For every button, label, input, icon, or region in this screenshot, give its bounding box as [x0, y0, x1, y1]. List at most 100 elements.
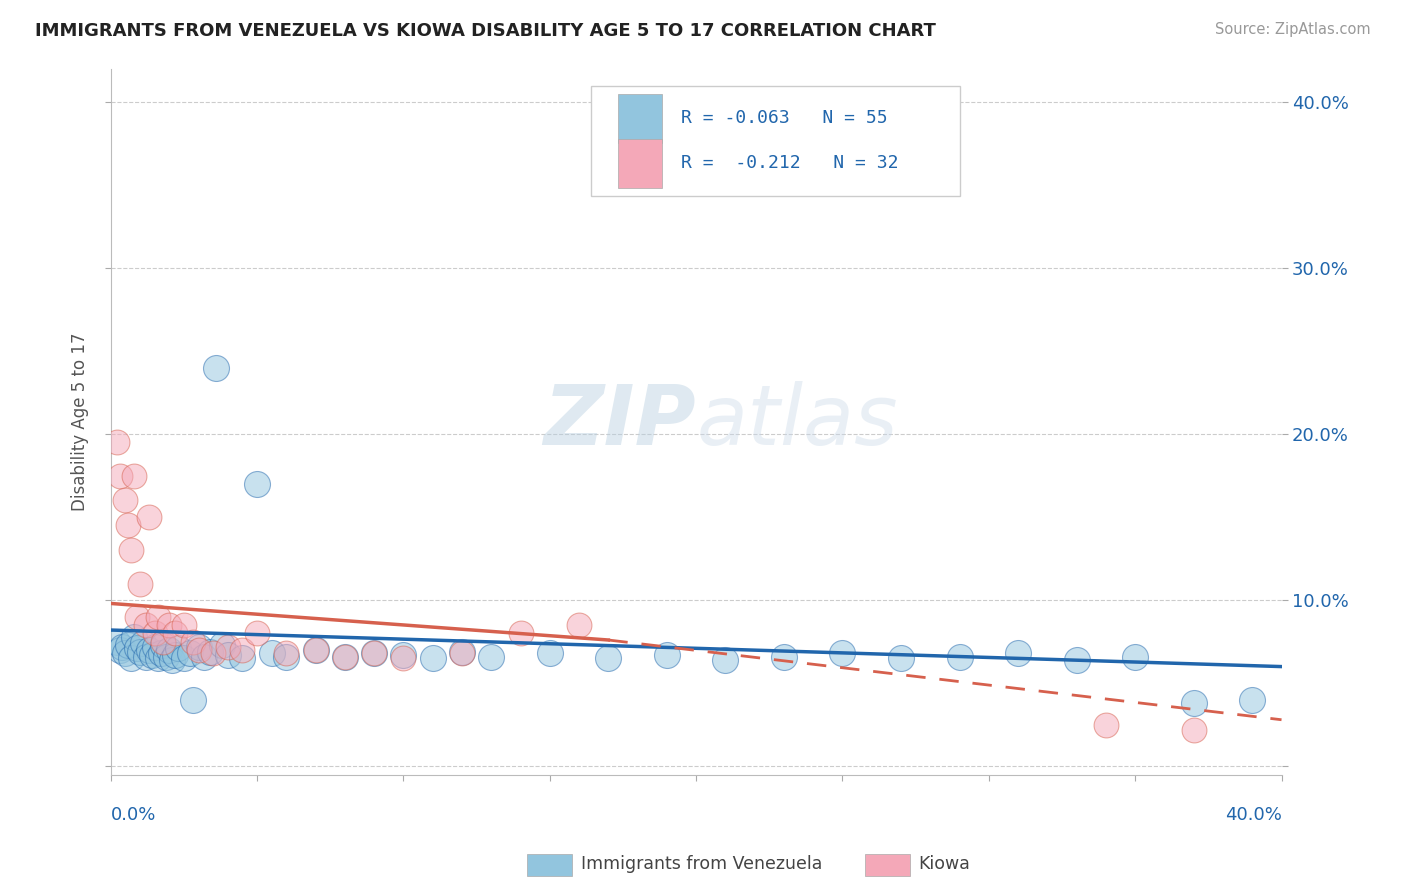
- Point: [509, 626, 531, 640]
- Point: [1182, 696, 1205, 710]
- Point: [246, 626, 269, 640]
- Point: [143, 626, 166, 640]
- Point: [333, 649, 356, 664]
- Point: [117, 518, 139, 533]
- Point: [200, 645, 222, 659]
- Point: [146, 609, 169, 624]
- Point: [127, 641, 149, 656]
- Point: [165, 626, 187, 640]
- Point: [1007, 646, 1029, 660]
- Point: [246, 476, 269, 491]
- Point: [479, 649, 502, 664]
- Text: Immigrants from Venezuela: Immigrants from Venezuela: [581, 855, 823, 873]
- Point: [132, 636, 155, 650]
- Text: R = -0.063   N = 55: R = -0.063 N = 55: [681, 110, 887, 128]
- Point: [217, 648, 239, 662]
- Point: [202, 646, 225, 660]
- Point: [831, 646, 853, 660]
- Point: [305, 643, 328, 657]
- Text: atlas: atlas: [696, 381, 898, 462]
- Point: [260, 646, 283, 660]
- Point: [149, 646, 172, 660]
- Text: IMMIGRANTS FROM VENEZUELA VS KIOWA DISABILITY AGE 5 TO 17 CORRELATION CHART: IMMIGRANTS FROM VENEZUELA VS KIOWA DISAB…: [35, 22, 936, 40]
- Point: [276, 646, 298, 660]
- Point: [138, 643, 160, 657]
- Point: [568, 618, 591, 632]
- Point: [205, 360, 228, 375]
- Point: [1182, 723, 1205, 737]
- FancyBboxPatch shape: [617, 138, 662, 188]
- Point: [392, 651, 415, 665]
- Point: [773, 649, 796, 664]
- Point: [152, 634, 174, 648]
- Point: [120, 651, 142, 665]
- Point: [108, 468, 131, 483]
- FancyBboxPatch shape: [591, 87, 959, 195]
- Point: [187, 640, 209, 654]
- Y-axis label: Disability Age 5 to 17: Disability Age 5 to 17: [72, 333, 89, 511]
- Point: [1066, 653, 1088, 667]
- Point: [160, 653, 183, 667]
- Point: [143, 640, 166, 654]
- Point: [1095, 717, 1118, 731]
- Text: 40.0%: 40.0%: [1225, 806, 1281, 824]
- Point: [117, 638, 139, 652]
- Point: [146, 651, 169, 665]
- Point: [114, 493, 136, 508]
- Text: ZIP: ZIP: [544, 381, 696, 462]
- Point: [714, 653, 737, 667]
- Point: [108, 643, 131, 657]
- Point: [363, 646, 385, 660]
- Point: [392, 648, 415, 662]
- Point: [105, 634, 128, 648]
- Point: [363, 646, 385, 660]
- Point: [305, 643, 328, 657]
- Point: [135, 649, 157, 664]
- Point: [231, 651, 253, 665]
- Point: [167, 641, 190, 656]
- Point: [135, 618, 157, 632]
- Text: R =  -0.212   N = 32: R = -0.212 N = 32: [681, 154, 898, 172]
- Point: [451, 646, 474, 660]
- Point: [120, 543, 142, 558]
- Point: [890, 651, 912, 665]
- Text: Kiowa: Kiowa: [918, 855, 970, 873]
- Point: [187, 643, 209, 657]
- Point: [122, 468, 145, 483]
- Point: [655, 648, 678, 662]
- Point: [129, 576, 152, 591]
- Point: [114, 646, 136, 660]
- Point: [173, 618, 195, 632]
- Point: [138, 510, 160, 524]
- Point: [141, 648, 163, 662]
- Point: [157, 643, 180, 657]
- Point: [422, 651, 444, 665]
- Point: [173, 651, 195, 665]
- FancyBboxPatch shape: [617, 94, 662, 143]
- Point: [231, 643, 253, 657]
- Point: [333, 649, 356, 664]
- Point: [598, 651, 620, 665]
- Point: [211, 638, 233, 652]
- Point: [155, 649, 177, 664]
- Point: [165, 648, 187, 662]
- Point: [181, 634, 204, 648]
- Point: [157, 618, 180, 632]
- Point: [152, 638, 174, 652]
- Point: [451, 645, 474, 659]
- Point: [1123, 649, 1146, 664]
- Text: 0.0%: 0.0%: [111, 806, 156, 824]
- Point: [217, 640, 239, 654]
- Point: [538, 646, 561, 660]
- Point: [122, 630, 145, 644]
- Point: [948, 649, 970, 664]
- Point: [1241, 693, 1264, 707]
- Point: [276, 649, 298, 664]
- Point: [181, 693, 204, 707]
- Point: [105, 435, 128, 450]
- Point: [127, 609, 149, 624]
- Point: [193, 649, 215, 664]
- Point: [111, 640, 134, 654]
- Text: Source: ZipAtlas.com: Source: ZipAtlas.com: [1215, 22, 1371, 37]
- Point: [179, 646, 201, 660]
